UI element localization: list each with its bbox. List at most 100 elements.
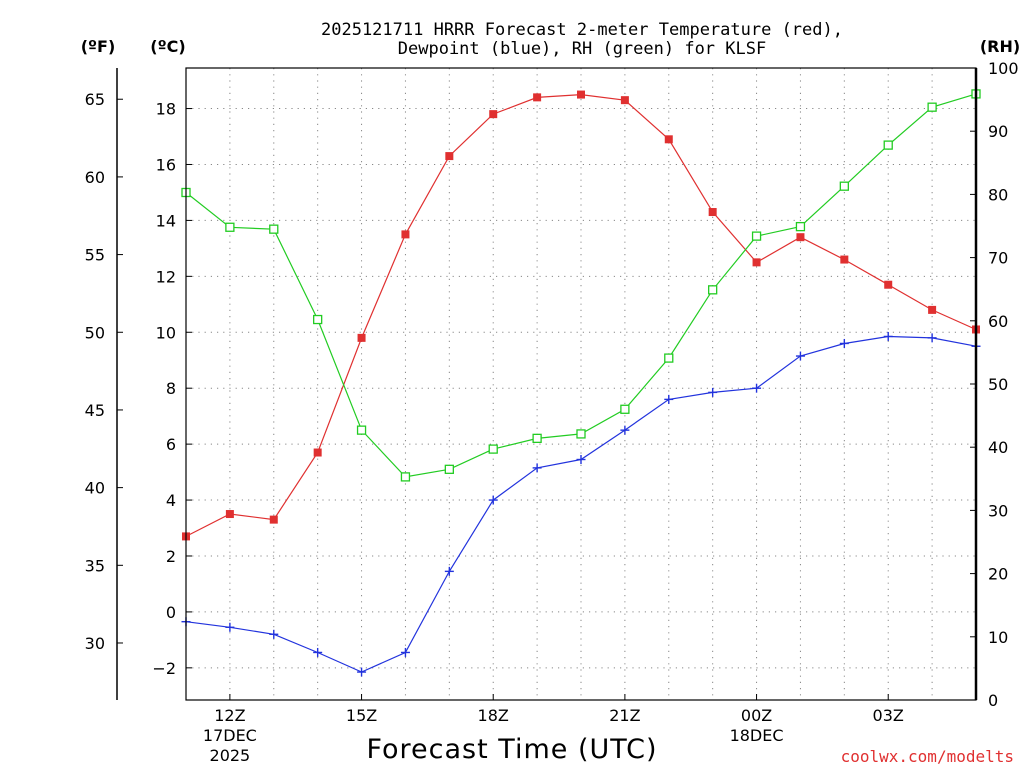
2-meter-temperature-point: [884, 280, 893, 289]
relative-humidity-point: [883, 140, 893, 150]
rh-tick-label: 80: [988, 185, 1008, 204]
fahrenheit-tick-label: 60: [85, 168, 105, 187]
dewpoint-point: [795, 351, 805, 361]
dewpoint-point: [927, 333, 937, 343]
relative-humidity-point: [356, 425, 367, 435]
plot-frame: [185, 67, 977, 701]
rh-tick-label: 0: [988, 691, 998, 710]
relative-humidity-point: [532, 433, 542, 444]
2-meter-temperature-point: [708, 208, 717, 217]
x-axis-label: Forecast Time (UTC): [366, 734, 657, 765]
2-meter-temperature-point: [269, 515, 278, 524]
celsius-tick-label: 6: [166, 435, 176, 454]
dewpoint-point: [400, 647, 410, 657]
dewpoint-point: [357, 667, 367, 677]
2-meter-temperature-point: [840, 255, 849, 264]
credit-label: coolwx.com/modelts: [841, 747, 1014, 766]
relative-humidity-point: [576, 429, 586, 439]
chart-title-line2: Dewpoint (blue), RH (green) for KLSF: [398, 39, 766, 59]
time-tick-label: 18DEC: [730, 726, 784, 745]
celsius-tick-label: 4: [166, 491, 176, 510]
relative-humidity-point: [488, 444, 498, 454]
rh-tick-label: 40: [988, 438, 1008, 457]
2-meter-temperature-line: [185, 93, 977, 537]
time-tick-label: 12Z: [214, 706, 245, 725]
celsius-tick-label: 14: [156, 211, 176, 230]
relative-humidity-point: [400, 472, 411, 482]
series-layer: [181, 89, 981, 677]
fahrenheit-tick-label: 65: [85, 90, 105, 109]
fahrenheit-tick-label: 50: [85, 323, 105, 342]
2-meter-temperature-point: [225, 510, 234, 519]
relative-humidity-point: [751, 231, 762, 241]
time-tick-label: 2025: [210, 746, 251, 765]
dewpoint-point: [664, 394, 674, 404]
time-tick-label: 00Z: [741, 706, 772, 725]
2-meter-temperature-point: [489, 110, 498, 119]
2-meter-temperature-point: [357, 333, 366, 342]
fahrenheit-tick-label: 40: [85, 479, 105, 498]
dewpoint-point: [708, 387, 718, 397]
rh-unit-label: (RH): [980, 37, 1020, 56]
rh-tick-label: 60: [988, 312, 1008, 331]
celsius-tick-label: 16: [156, 155, 176, 174]
2-meter-temperature-point: [313, 448, 322, 457]
relative-humidity-point: [269, 224, 279, 234]
celsius-tick-label: 8: [166, 379, 176, 398]
chart-title-line1: 2025121711 HRRR Forecast 2-meter Tempera…: [321, 20, 843, 40]
2-meter-temperature-point: [577, 90, 585, 99]
dewpoint-point: [576, 455, 586, 465]
celsius-unit-label: (ºC): [150, 37, 185, 56]
relative-humidity-point: [664, 353, 674, 363]
rh-tick-label: 30: [988, 501, 1008, 520]
relative-humidity-point: [927, 102, 937, 112]
fahrenheit-tick-label: 35: [85, 556, 105, 575]
2-meter-temperature-point: [752, 258, 761, 267]
relative-humidity-point: [444, 464, 454, 474]
2-meter-temperature-point: [445, 152, 454, 161]
celsius-tick-label: −2: [152, 659, 176, 678]
celsius-tick-label: 18: [156, 100, 176, 119]
time-tick-label: 18Z: [478, 706, 509, 725]
2-meter-temperature-point: [796, 233, 805, 242]
grid-lines: [186, 68, 976, 700]
celsius-axis: −2 0 2 4 6 8 10 12 14 16 18: [152, 100, 192, 678]
dewpoint-point: [883, 331, 893, 341]
rh-tick-label: 50: [988, 375, 1008, 394]
dewpoint-point: [488, 495, 498, 505]
dewpoint-line: [185, 335, 977, 673]
time-tick-label: 17DEC: [203, 726, 257, 745]
rh-axis: 0 10 20 30 40 50 60 70 80 90 100: [970, 59, 1019, 710]
fahrenheit-tick-label: 55: [85, 246, 105, 265]
celsius-tick-label: 0: [166, 603, 176, 622]
fahrenheit-axis: 30 35 40 45 50 55 60 65: [85, 68, 123, 700]
celsius-tick-label: 12: [156, 267, 176, 286]
rh-tick-label: 100: [988, 59, 1019, 78]
time-tick-label: 21Z: [609, 706, 640, 725]
relative-humidity-point: [708, 285, 718, 295]
dewpoint-point: [313, 647, 323, 657]
fahrenheit-unit-label: (ºF): [81, 37, 116, 56]
celsius-tick-label: 10: [156, 323, 176, 342]
relative-humidity-point: [313, 314, 323, 325]
dewpoint-point: [269, 629, 279, 639]
celsius-tick-label: 2: [166, 547, 176, 566]
2-meter-temperature-point: [664, 135, 673, 144]
relative-humidity-point: [839, 181, 849, 191]
dewpoint-point: [839, 338, 849, 348]
dewpoint-point: [532, 463, 542, 473]
dewpoint-point: [620, 425, 630, 435]
dewpoint-point: [444, 566, 454, 576]
relative-humidity-point: [225, 222, 235, 232]
2-meter-temperature-point: [928, 305, 937, 314]
rh-tick-label: 10: [988, 628, 1008, 647]
relative-humidity-point: [795, 221, 806, 232]
time-tick-label: 15Z: [346, 706, 377, 725]
dewpoint-point: [225, 622, 235, 632]
rh-tick-label: 70: [988, 249, 1008, 268]
relative-humidity-point: [620, 404, 630, 414]
2-meter-temperature-point: [533, 93, 542, 102]
dewpoint-point: [752, 383, 762, 393]
